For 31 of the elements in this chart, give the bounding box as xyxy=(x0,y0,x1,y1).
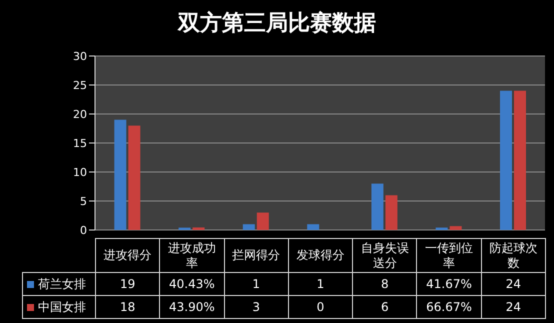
y-tick-label: 15 xyxy=(73,136,87,150)
y-tick-label: 10 xyxy=(73,166,87,179)
data-label: 1 xyxy=(224,272,288,296)
legend-label: 中国女排 xyxy=(22,296,96,318)
data-label: 0 xyxy=(288,296,353,318)
legend-label: 荷兰女排 xyxy=(22,272,96,296)
chart-title: 双方第三局比赛数据 xyxy=(176,9,377,38)
x-tick-label: 一传到位率 xyxy=(416,238,482,272)
data-label: 3 xyxy=(224,296,288,318)
data-label: 18 xyxy=(96,296,160,318)
data-label: 41.67% xyxy=(416,272,482,296)
data-label: 19 xyxy=(96,272,160,296)
data-label: 24 xyxy=(481,272,546,296)
y-tick-label: 0 xyxy=(80,224,87,237)
x-tick-label: 发球得分 xyxy=(288,238,353,272)
x-tick-label: 进攻成功率 xyxy=(160,238,224,272)
x-tick-label: 进攻得分 xyxy=(96,238,160,272)
data-label: 6 xyxy=(352,296,417,318)
y-tick-label: 25 xyxy=(73,78,87,92)
y-tick-label: 20 xyxy=(73,108,87,121)
data-label: 1 xyxy=(288,272,353,296)
data-label: 8 xyxy=(352,272,417,296)
data-label: 43.90% xyxy=(160,296,224,318)
x-tick-label: 防起球次数 xyxy=(481,238,546,272)
x-tick-label: 拦网得分 xyxy=(224,238,288,272)
y-tick-label: 30 xyxy=(73,50,87,63)
data-label: 24 xyxy=(481,296,546,318)
x-tick-label: 自身失误送分 xyxy=(352,238,417,272)
data-label: 66.67% xyxy=(416,296,482,318)
data-label: 40.43% xyxy=(160,272,224,296)
y-tick-label: 5 xyxy=(80,194,87,208)
